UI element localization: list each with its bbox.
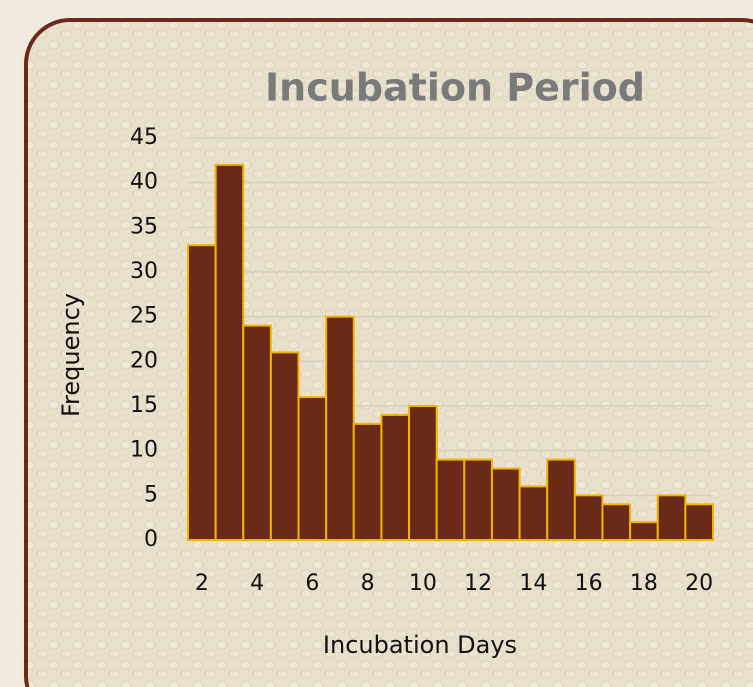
x-tick-label: 20 xyxy=(685,571,713,596)
y-tick-label: 40 xyxy=(130,170,158,195)
bar xyxy=(187,244,217,541)
bar xyxy=(573,494,604,542)
y-tick-label: 10 xyxy=(130,438,158,463)
y-axis-label: Frequency xyxy=(57,293,85,417)
x-tick-label: 6 xyxy=(305,571,319,596)
bar xyxy=(352,422,383,541)
y-tick-label: 30 xyxy=(130,259,158,284)
y-tick-label: 35 xyxy=(130,214,158,239)
x-tick-label: 2 xyxy=(195,571,209,596)
x-tick-label: 18 xyxy=(630,571,658,596)
chart-title: Incubation Period xyxy=(265,66,645,110)
y-tick-label: 5 xyxy=(144,482,158,507)
y-tick-label: 0 xyxy=(144,527,158,552)
bar xyxy=(518,485,549,541)
bar xyxy=(269,351,300,541)
bar xyxy=(684,503,714,541)
y-tick-label: 15 xyxy=(130,393,158,418)
bar xyxy=(629,521,659,542)
bar xyxy=(601,503,632,541)
bar xyxy=(380,413,411,541)
bar xyxy=(490,467,521,541)
bar xyxy=(214,163,245,542)
bar xyxy=(656,494,687,542)
x-tick-label: 10 xyxy=(409,571,437,596)
bar xyxy=(435,458,466,542)
x-axis-label: Incubation Days xyxy=(323,631,517,659)
y-tick-label: 45 xyxy=(130,125,158,150)
bar xyxy=(242,324,272,541)
y-tick-label: 25 xyxy=(130,304,158,329)
x-tick-label: 16 xyxy=(575,571,603,596)
bar xyxy=(408,405,438,541)
x-tick-label: 8 xyxy=(361,571,375,596)
x-tick-label: 14 xyxy=(519,571,547,596)
bar xyxy=(546,458,576,542)
x-tick-label: 4 xyxy=(250,571,264,596)
x-tick-label: 12 xyxy=(464,571,492,596)
bar xyxy=(325,315,355,541)
y-tick-label: 20 xyxy=(130,348,158,373)
bar xyxy=(463,458,493,542)
bar xyxy=(297,396,328,542)
